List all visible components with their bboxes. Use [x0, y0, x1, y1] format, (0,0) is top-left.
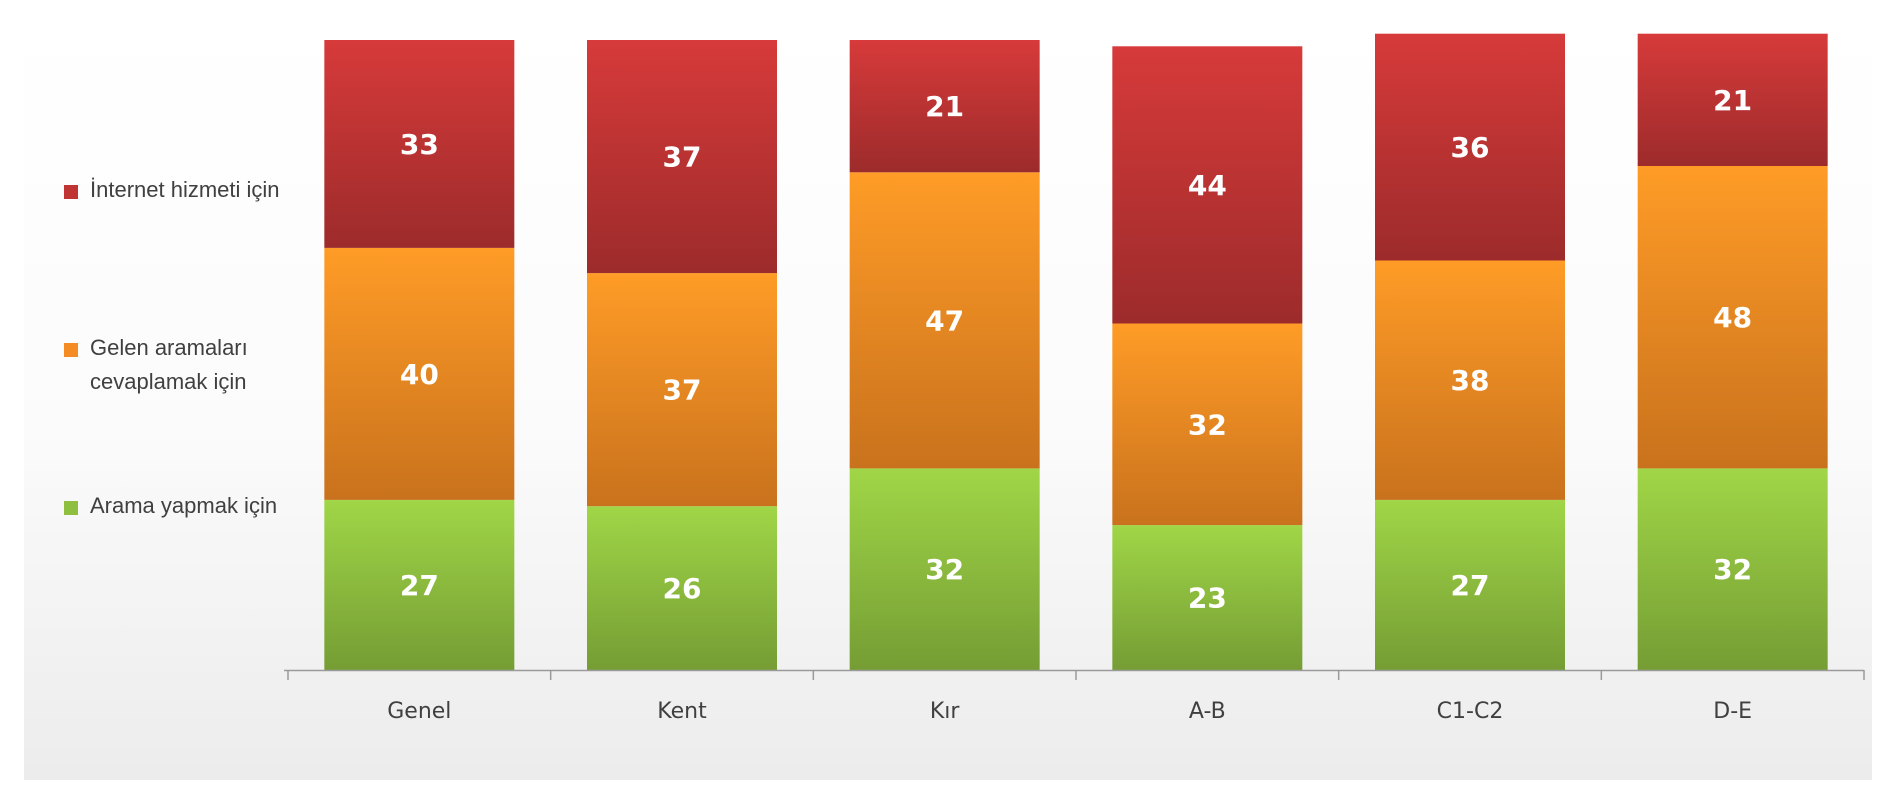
legend-item-incoming-calls: Gelen aramaları cevaplamak için: [64, 331, 304, 399]
data-label-gelen-aramalari-3: 32: [1188, 408, 1227, 441]
data-label-arama-yapmak-1: 26: [663, 572, 702, 605]
data-label-arama-yapmak-5: 32: [1713, 553, 1752, 586]
bar-segment-arama-yapmak-2: [849, 468, 1040, 670]
chart-panel: 27 40 33 26 37 37 32 47 21 23 32 44 27 38 36 32 48 21 Gen…: [24, 8, 1872, 780]
data-label-gelen-aramalari-1: 37: [663, 374, 702, 407]
data-label-internet-hizmeti-5: 21: [1713, 84, 1752, 117]
bar-segment-arama-yapmak-5: [1637, 468, 1828, 670]
x-tick-label-5: D-E: [1713, 699, 1752, 724]
legend-label-incoming-calls: Gelen aramaları cevaplamak için: [90, 335, 248, 394]
bar-segment-arama-yapmak-0: [324, 499, 515, 670]
bar-segment-arama-yapmak-3: [1112, 525, 1303, 670]
legend-swatch-incoming-calls: [64, 343, 78, 357]
data-label-internet-hizmeti-3: 44: [1188, 169, 1227, 202]
bar-segment-internet-hizmeti-2: [849, 40, 1040, 173]
bar-segment-arama-yapmak-1: [587, 506, 777, 670]
legend-swatch-internet: [64, 185, 78, 199]
data-label-arama-yapmak-4: 27: [1451, 569, 1490, 602]
data-label-arama-yapmak-2: 32: [925, 553, 964, 586]
data-label-gelen-aramalari-2: 47: [925, 304, 964, 337]
data-label-internet-hizmeti-1: 37: [663, 141, 702, 174]
data-label-arama-yapmak-3: 23: [1188, 582, 1227, 615]
bars-layer: [324, 33, 1828, 670]
bar-segment-arama-yapmak-4: [1375, 499, 1565, 670]
bar-segment-gelen-aramalari-2: [849, 172, 1040, 469]
bar-segment-gelen-aramalari-5: [1637, 166, 1828, 469]
legend-item-outgoing-calls: Arama yapmak için: [64, 489, 304, 523]
stacked-bar-chart: 27 40 33 26 37 37 32 47 21 23 32 44 27 38 36 32 48 21 Gen…: [284, 33, 1865, 724]
data-label-internet-hizmeti-2: 21: [925, 90, 964, 123]
bar-segment-gelen-aramalari-3: [1112, 323, 1303, 526]
data-label-gelen-aramalari-4: 38: [1451, 364, 1490, 397]
legend-swatch-outgoing-calls: [64, 501, 78, 515]
data-label-gelen-aramalari-0: 40: [400, 358, 439, 391]
bar-segment-internet-hizmeti-4: [1375, 33, 1565, 261]
bar-segment-internet-hizmeti-0: [324, 40, 515, 248]
x-axis: Genel Kent Kır A-B C1-C2 D-E: [284, 669, 1865, 724]
bar-segment-gelen-aramalari-4: [1375, 260, 1565, 500]
legend-label-outgoing-calls: Arama yapmak için: [90, 493, 278, 518]
bar-segment-internet-hizmeti-3: [1112, 46, 1303, 324]
data-label-internet-hizmeti-0: 33: [400, 128, 439, 161]
legend-label-internet: İnternet hizmeti için: [90, 177, 280, 202]
data-label-internet-hizmeti-4: 36: [1451, 131, 1490, 164]
x-tick-label-1: Kent: [657, 699, 707, 724]
legend-item-internet: İnternet hizmeti için: [64, 173, 304, 207]
bar-segment-internet-hizmeti-5: [1637, 33, 1828, 167]
bar-segment-internet-hizmeti-1: [587, 40, 777, 274]
x-tick-label-3: A-B: [1189, 699, 1226, 724]
x-tick-label-0: Genel: [387, 699, 451, 724]
bar-segment-gelen-aramalari-1: [587, 273, 777, 507]
x-tick-label-2: Kır: [930, 699, 961, 724]
x-tick-label-4: C1-C2: [1437, 699, 1504, 724]
data-label-gelen-aramalari-5: 48: [1713, 301, 1752, 334]
bar-segment-gelen-aramalari-0: [324, 247, 515, 500]
data-labels-layer: 27 40 33 26 37 37 32 47 21 23 32 44 27 38 36 32 48 21: [400, 84, 1752, 615]
data-label-arama-yapmak-0: 27: [400, 569, 439, 602]
